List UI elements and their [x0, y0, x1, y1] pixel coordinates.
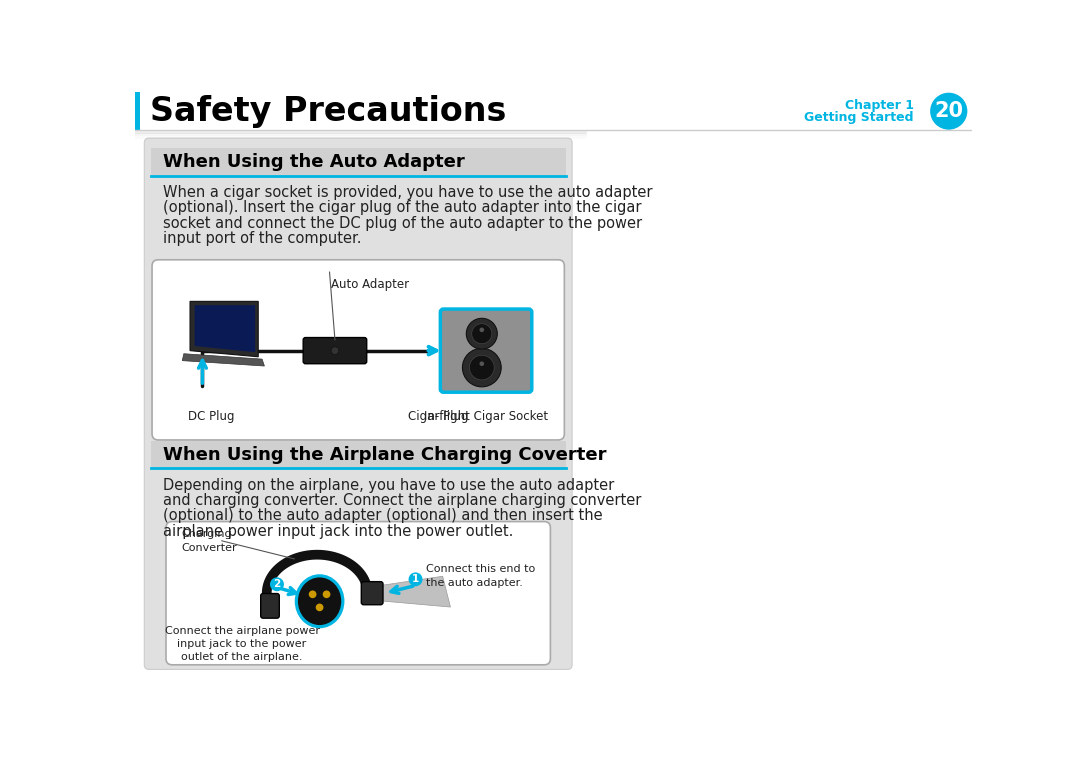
FancyBboxPatch shape: [135, 92, 972, 682]
Polygon shape: [190, 301, 258, 357]
Text: Connect the airplane power
input jack to the power
outlet of the airplane.: Connect the airplane power input jack to…: [164, 626, 320, 663]
Text: DC Plug: DC Plug: [189, 410, 235, 423]
Text: Chapter 1: Chapter 1: [845, 100, 914, 113]
Circle shape: [309, 591, 316, 598]
Text: 1: 1: [411, 574, 419, 584]
FancyBboxPatch shape: [303, 338, 367, 364]
Circle shape: [462, 349, 501, 387]
FancyBboxPatch shape: [145, 138, 572, 669]
Circle shape: [315, 604, 324, 611]
Circle shape: [270, 578, 284, 591]
Text: Safety Precautions: Safety Precautions: [150, 95, 507, 128]
FancyBboxPatch shape: [362, 581, 383, 604]
Polygon shape: [183, 354, 265, 366]
Circle shape: [480, 328, 484, 332]
Text: When Using the Auto Adapter: When Using the Auto Adapter: [163, 153, 464, 171]
Circle shape: [470, 355, 495, 380]
Text: When Using the Airplane Charging Coverter: When Using the Airplane Charging Coverte…: [163, 446, 606, 463]
Text: Cigar Plug: Cigar Plug: [408, 410, 469, 423]
FancyBboxPatch shape: [152, 260, 565, 440]
FancyBboxPatch shape: [135, 92, 139, 130]
Text: In-flight Cigar Socket: In-flight Cigar Socket: [424, 410, 549, 423]
Text: Charging
Converter: Charging Converter: [181, 529, 238, 553]
Circle shape: [472, 324, 491, 344]
Text: 2: 2: [273, 579, 281, 589]
Text: input port of the computer.: input port of the computer.: [163, 231, 362, 247]
Text: and charging converter. Connect the airplane charging converter: and charging converter. Connect the airp…: [163, 493, 642, 508]
FancyBboxPatch shape: [260, 594, 280, 618]
Text: (optional) to the auto adapter (optional) and then insert the: (optional) to the auto adapter (optional…: [163, 509, 603, 523]
FancyBboxPatch shape: [150, 148, 566, 176]
Text: When a cigar socket is provided, you have to use the auto adapter: When a cigar socket is provided, you hav…: [163, 185, 652, 200]
Circle shape: [323, 591, 330, 598]
FancyBboxPatch shape: [150, 440, 566, 469]
Text: Connect this end to
the auto adapter.: Connect this end to the auto adapter.: [427, 565, 536, 588]
Text: Getting Started: Getting Started: [805, 111, 914, 124]
Ellipse shape: [296, 576, 342, 627]
Text: airplane power input jack into the power outlet.: airplane power input jack into the power…: [163, 524, 513, 539]
Text: 20: 20: [934, 101, 963, 121]
Circle shape: [480, 362, 484, 366]
FancyBboxPatch shape: [441, 309, 531, 392]
Polygon shape: [380, 576, 450, 607]
Circle shape: [332, 347, 339, 355]
Circle shape: [467, 319, 497, 349]
FancyBboxPatch shape: [166, 522, 551, 665]
Text: (optional). Insert the cigar plug of the auto adapter into the cigar: (optional). Insert the cigar plug of the…: [163, 201, 642, 215]
Text: Depending on the airplane, you have to use the auto adapter: Depending on the airplane, you have to u…: [163, 478, 615, 493]
Polygon shape: [194, 305, 255, 352]
Text: socket and connect the DC plug of the auto adapter to the power: socket and connect the DC plug of the au…: [163, 216, 642, 231]
Text: Auto Adapter: Auto Adapter: [332, 278, 409, 291]
Circle shape: [930, 93, 968, 129]
Circle shape: [408, 572, 422, 586]
FancyBboxPatch shape: [135, 92, 972, 130]
